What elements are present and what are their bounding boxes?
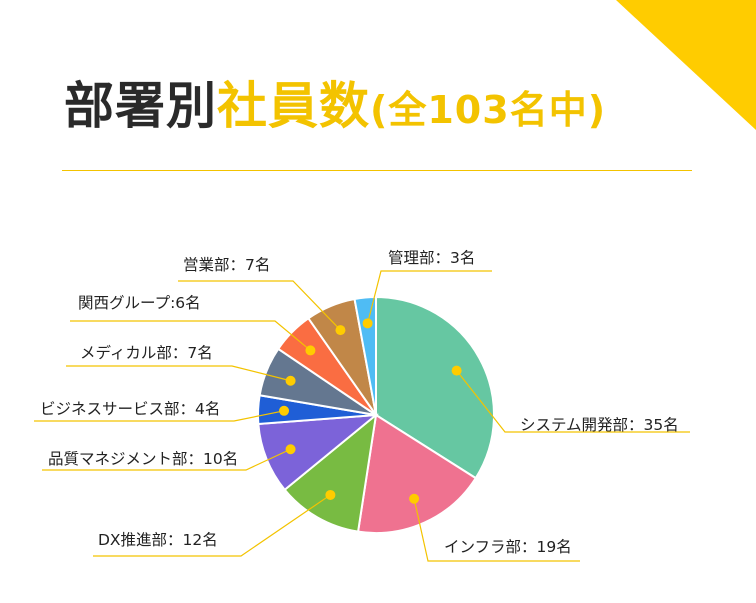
leader-line-3: [93, 494, 331, 557]
leader-dot-9: [362, 318, 373, 329]
leader-line-7: [70, 320, 311, 351]
slice-label-7: 関西グループ:6名: [78, 294, 201, 312]
slice-label-1: システム開発部：35名: [520, 416, 679, 434]
slice-label-6: メディカル部：7名: [80, 343, 213, 362]
leader-dot-3: [325, 489, 336, 500]
slice-label-3: DX推進部：12名: [98, 531, 218, 549]
pie-slice-2: [356, 413, 478, 534]
leader-dot-4: [285, 444, 296, 455]
slice-label-5: ビジネスサービス部：4名: [40, 400, 220, 418]
leader-dot-8: [335, 325, 346, 336]
leader-line-5: [34, 410, 285, 422]
leader-line-1: [456, 370, 690, 433]
leader-dot-6: [285, 375, 296, 386]
slice-label-8: 営業部：7名: [183, 256, 270, 274]
leader-dot-7: [305, 345, 316, 356]
leader-line-8: [178, 280, 341, 331]
leader-line-4: [42, 448, 291, 471]
pie-slices: [257, 295, 495, 534]
slice-label-9: 管理部：3名: [388, 249, 475, 267]
slice-label-4: 品質マネジメント部：10名: [48, 450, 238, 468]
leader-dot-1: [451, 365, 462, 376]
leader-line-2: [413, 498, 580, 562]
leader-line-9: [367, 270, 492, 324]
slice-label-2: インフラ部：19名: [444, 538, 572, 556]
title-divider: [62, 170, 692, 171]
page-title: 部署別 社員数 (全103名中): [64, 66, 606, 146]
title-total: (全103名中): [370, 88, 607, 132]
pie-slice-3: [283, 412, 378, 533]
title-part-2: 社員数: [217, 77, 370, 135]
title-part-1: 部署別: [64, 77, 217, 135]
leader-lines: [34, 270, 690, 562]
leader-dot-5: [279, 405, 290, 416]
leader-line-6: [66, 365, 291, 382]
leader-dot-2: [409, 493, 420, 504]
